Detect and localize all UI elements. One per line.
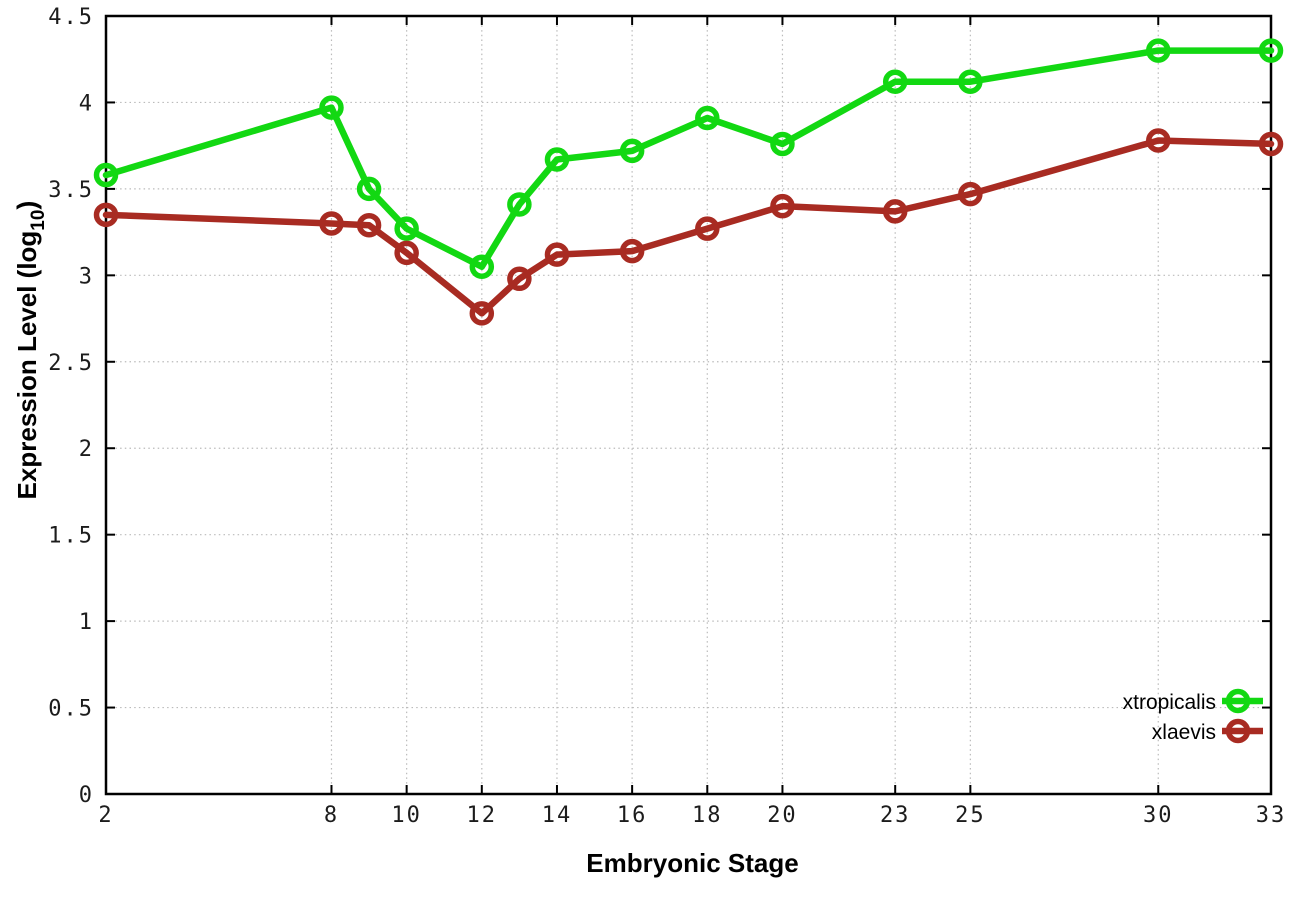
y-tick-label-2: 2 [79,437,94,462]
data-point-xlaevis-stage-33 [1258,131,1284,157]
y-tick-label-4: 4 [79,91,94,116]
series-line-xlaevis [102,137,1275,317]
data-point-xtropicalis-stage-33 [1258,38,1284,63]
x-axis-title: Embryonic Stage [586,848,798,878]
y-tick-label-3.5: 3.5 [48,178,94,203]
x-tick-label-12: 12 [467,803,498,828]
y-tick-label-4.5: 4.5 [48,5,94,30]
x-tick-label-16: 16 [617,803,648,828]
y-tick-label-0: 0 [79,783,94,808]
data-point-xlaevis-stage-30 [1146,128,1171,153]
y-tick-label-0.5: 0.5 [48,697,94,722]
data-point-xtropicalis-stage-18 [695,105,720,131]
data-point-xlaevis-stage-13 [507,266,532,292]
plot-border [104,14,1273,796]
legend-label-xlaevis: xlaevis [1152,721,1216,744]
data-point-xlaevis-stage-2 [93,202,119,228]
data-point-xlaevis-stage-18 [695,216,720,241]
x-tick-label-2: 2 [98,803,113,828]
data-point-xtropicalis-stage-9 [356,176,382,202]
x-tick-label-10: 10 [391,803,422,828]
x-tick-label-30: 30 [1143,803,1174,828]
data-point-xlaevis-stage-20 [770,193,795,219]
y-tick-label-1: 1 [79,610,94,635]
data-point-xtropicalis-stage-14 [544,147,570,172]
data-point-xlaevis-stage-10 [394,240,419,266]
x-tick-label-8: 8 [324,803,339,828]
data-point-xlaevis-stage-16 [619,238,645,264]
y-tick-label-3: 3 [79,264,94,289]
x-tick-label-20: 20 [767,803,798,828]
data-point-xtropicalis-stage-16 [619,138,645,164]
data-point-xtropicalis-stage-2 [93,162,119,188]
data-point-xtropicalis-stage-20 [770,131,795,157]
legend-marker-xtropicalis [1225,688,1251,714]
data-point-xtropicalis-stage-30 [1146,38,1171,63]
data-point-xlaevis-stage-12 [469,301,495,326]
data-point-xtropicalis-stage-8 [319,95,344,120]
x-tick-label-23: 23 [880,803,911,828]
data-point-xlaevis-stage-25 [958,181,983,207]
legend-label-xtropicalis: xtropicalis [1123,691,1216,714]
data-point-xlaevis-stage-23 [882,199,908,224]
y-tick-label-1.5: 1.5 [48,524,94,549]
data-point-xlaevis-stage-14 [544,242,570,267]
data-point-xtropicalis-stage-25 [958,69,983,94]
data-point-xtropicalis-stage-10 [394,216,419,241]
legend-marker-xlaevis [1225,718,1251,744]
x-tick-label-14: 14 [542,803,573,828]
y-tick-label-2.5: 2.5 [48,351,94,376]
y-axis-title: Expression Level (log10) [12,201,49,500]
x-tick-label-25: 25 [955,803,986,828]
data-point-xtropicalis-stage-23 [882,69,908,94]
data-point-xtropicalis-stage-12 [469,254,495,279]
data-point-xlaevis-stage-9 [356,212,382,238]
data-point-xtropicalis-stage-13 [507,192,532,217]
x-tick-label-33: 33 [1256,803,1287,828]
x-tick-label-18: 18 [692,803,723,828]
data-point-xlaevis-stage-8 [319,211,344,236]
